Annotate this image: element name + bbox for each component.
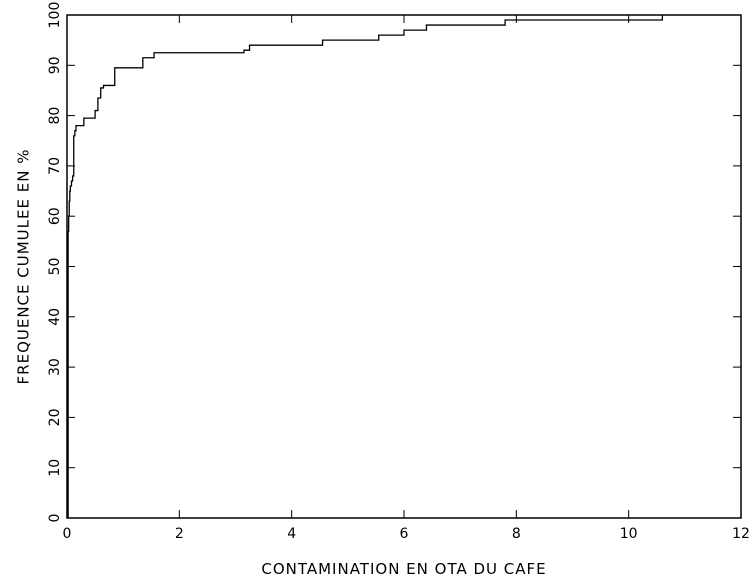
series-layer xyxy=(67,15,664,519)
y-tick-label: 30 xyxy=(47,358,63,376)
x-tick-label: 0 xyxy=(63,526,72,542)
x-axis-title: CONTAMINATION EN OTA DU CAFE xyxy=(261,560,546,578)
y-tick-label: 10 xyxy=(47,459,63,477)
y-tick-label: 100 xyxy=(47,2,63,29)
y-tick-label: 0 xyxy=(47,514,63,523)
y-tick-label: 50 xyxy=(47,258,63,276)
x-axis-ticks: 0 2 4 6 8 10 12 xyxy=(63,15,750,542)
y-tick-label: 40 xyxy=(47,308,63,326)
x-tick-label: 6 xyxy=(400,526,409,542)
x-tick-label: 4 xyxy=(287,526,296,542)
y-tick-label: 90 xyxy=(47,56,63,74)
x-tick-label: 8 xyxy=(512,526,521,542)
x-tick-label: 10 xyxy=(620,526,638,542)
y-tick-label: 60 xyxy=(47,207,63,225)
x-tick-label: 12 xyxy=(732,526,750,542)
y-tick-label: 70 xyxy=(47,157,63,175)
plot-frame xyxy=(66,14,742,519)
y-axis-ticks: 0 10 20 30 40 50 60 70 80 90 100 xyxy=(47,2,741,523)
y-tick-label: 80 xyxy=(47,107,63,125)
y-tick-label: 20 xyxy=(47,408,63,426)
series-line-0 xyxy=(67,15,664,519)
y-axis-title: FREQUENCE CUMULEE EN % xyxy=(15,149,33,385)
x-tick-label: 2 xyxy=(175,526,184,542)
